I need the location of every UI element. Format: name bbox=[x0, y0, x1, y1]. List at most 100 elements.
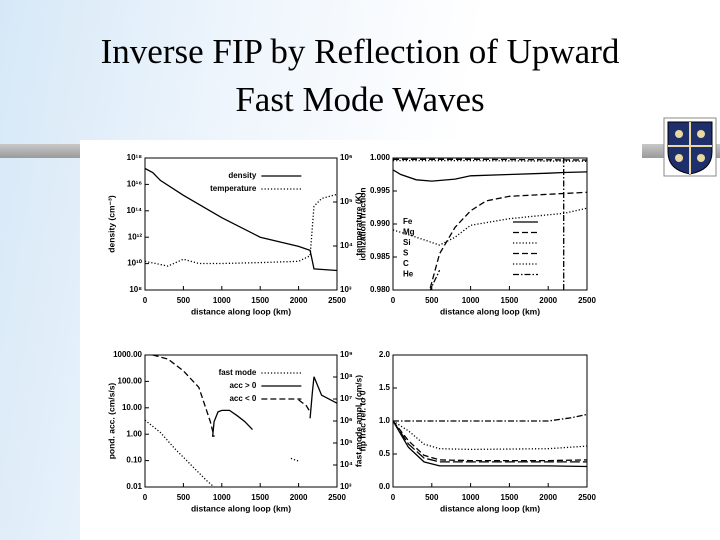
series-line bbox=[429, 191, 587, 290]
y2-tick-label: 10⁴ bbox=[340, 241, 353, 250]
legend-label: temperature bbox=[210, 184, 257, 193]
x-axis-label: distance along loop (km) bbox=[191, 306, 291, 316]
x-tick-label: 1500 bbox=[501, 296, 519, 305]
figure-panel bbox=[80, 140, 642, 540]
y-axis-label: density (cm⁻³) bbox=[106, 195, 116, 253]
y-tick-label: 10¹⁶ bbox=[127, 180, 143, 189]
logo bbox=[663, 117, 717, 177]
y-tick-label: 1.0 bbox=[379, 416, 391, 425]
plot-lines bbox=[393, 413, 587, 468]
series-line bbox=[393, 207, 587, 246]
x-tick-label: 2500 bbox=[328, 493, 346, 502]
y-tick-label: 0.980 bbox=[370, 285, 391, 294]
y-tick-label: 0.01 bbox=[126, 482, 142, 491]
x-tick-label: 2500 bbox=[578, 493, 596, 502]
y-axis-label: pond. acc. (cm/s/s) bbox=[106, 383, 116, 460]
series-line bbox=[145, 419, 299, 487]
y-tick-label: 1.00 bbox=[126, 429, 142, 438]
y-tick-label: 0.995 bbox=[370, 186, 391, 195]
y-tick-label: 0.10 bbox=[126, 456, 142, 465]
y-tick-label: 1.5 bbox=[379, 383, 391, 392]
y-axis-label: fip frac rel. to 0 bbox=[357, 390, 367, 451]
x-tick-label: 500 bbox=[177, 296, 191, 305]
plot-lines bbox=[393, 158, 587, 290]
y-tick-label: 0.985 bbox=[370, 252, 391, 261]
x-axis-label: distance along loop (km) bbox=[440, 306, 540, 316]
x-tick-label: 2000 bbox=[290, 296, 308, 305]
y2-tick-label: 10⁴ bbox=[340, 460, 353, 469]
y-tick-label: 1.000 bbox=[370, 153, 391, 162]
y-tick-label: 10¹⁴ bbox=[126, 206, 142, 215]
series-line bbox=[393, 420, 587, 463]
plot-lines bbox=[145, 355, 337, 487]
y-axis-label: ionization fraction bbox=[357, 187, 367, 260]
x-tick-label: 1000 bbox=[462, 296, 480, 305]
x-tick-label: 1500 bbox=[501, 493, 519, 502]
legend-label: density bbox=[228, 171, 257, 180]
x-tick-label: 1000 bbox=[462, 493, 480, 502]
y-tick-label: 10¹⁸ bbox=[127, 153, 143, 162]
series-line bbox=[393, 169, 587, 182]
y-tick-label: 10.00 bbox=[122, 403, 143, 412]
y2-tick-label: 10⁶ bbox=[340, 153, 353, 162]
plot-frame bbox=[144, 157, 338, 291]
x-tick-label: 1000 bbox=[213, 493, 231, 502]
y2-tick-label: 10³ bbox=[340, 285, 352, 294]
x-tick-label: 500 bbox=[177, 493, 191, 502]
series-line bbox=[393, 413, 587, 422]
y-tick-label: 10⁸ bbox=[129, 285, 142, 294]
x-tick-label: 1000 bbox=[213, 296, 231, 305]
series-line bbox=[393, 420, 587, 462]
x-tick-label: 500 bbox=[425, 493, 439, 502]
x-tick-label: 0 bbox=[391, 296, 396, 305]
y-tick-label: 0.990 bbox=[370, 219, 391, 228]
x-tick-label: 2500 bbox=[328, 296, 346, 305]
legend-label: C bbox=[403, 259, 409, 268]
legend-label: Fe bbox=[403, 217, 413, 226]
series-line bbox=[393, 158, 587, 161]
y2-tick-label: 10⁸ bbox=[340, 372, 353, 381]
x-tick-label: 0 bbox=[391, 493, 396, 502]
series-line bbox=[393, 420, 587, 468]
slide-title-line: Inverse FIP by Reflection of Upward bbox=[101, 32, 620, 71]
y-tick-label: 10¹² bbox=[128, 232, 143, 241]
y2-tick-label: 10⁵ bbox=[340, 438, 353, 447]
series-line bbox=[393, 159, 587, 162]
y2-tick-label: 10⁷ bbox=[340, 394, 352, 403]
x-tick-label: 0 bbox=[143, 493, 148, 502]
legend-label: S bbox=[403, 249, 409, 258]
y2-axis-label: temperature (K) bbox=[353, 192, 363, 255]
y-tick-label: 10¹⁰ bbox=[127, 259, 143, 268]
x-tick-label: 500 bbox=[425, 296, 439, 305]
y2-tick-label: 10³ bbox=[340, 482, 352, 491]
x-axis-label: distance along loop (km) bbox=[440, 503, 540, 513]
x-tick-label: 2000 bbox=[290, 493, 308, 502]
legend-label: Mg bbox=[403, 228, 415, 237]
y2-tick-label: 10⁹ bbox=[340, 350, 353, 359]
x-tick-label: 2000 bbox=[539, 493, 557, 502]
legend-label: acc < 0 bbox=[229, 394, 256, 403]
x-tick-label: 1500 bbox=[251, 296, 269, 305]
y-tick-label: 2.0 bbox=[379, 350, 391, 359]
x-tick-label: 1500 bbox=[251, 493, 269, 502]
y-tick-label: 1000.00 bbox=[113, 350, 142, 359]
series-line bbox=[145, 167, 337, 272]
y-tick-label: 100.00 bbox=[118, 377, 143, 386]
legend-label: fast mode bbox=[219, 368, 257, 377]
legend-label: acc > 0 bbox=[229, 381, 256, 390]
legend-label: He bbox=[403, 270, 414, 279]
y2-axis-label: fast mode ampl. (cm/s) bbox=[353, 375, 363, 467]
plot-lines bbox=[145, 167, 337, 272]
y-tick-label: 0.0 bbox=[379, 482, 391, 491]
x-tick-label: 2500 bbox=[578, 296, 596, 305]
series-line bbox=[211, 376, 337, 437]
y2-tick-label: 10⁶ bbox=[340, 416, 353, 425]
series-line bbox=[393, 420, 587, 451]
y-tick-label: 0.5 bbox=[379, 449, 391, 458]
y2-tick-label: 10⁵ bbox=[340, 197, 353, 206]
x-axis-label: distance along loop (km) bbox=[191, 503, 291, 513]
series-line bbox=[429, 158, 565, 290]
legend-label: Si bbox=[403, 238, 411, 247]
